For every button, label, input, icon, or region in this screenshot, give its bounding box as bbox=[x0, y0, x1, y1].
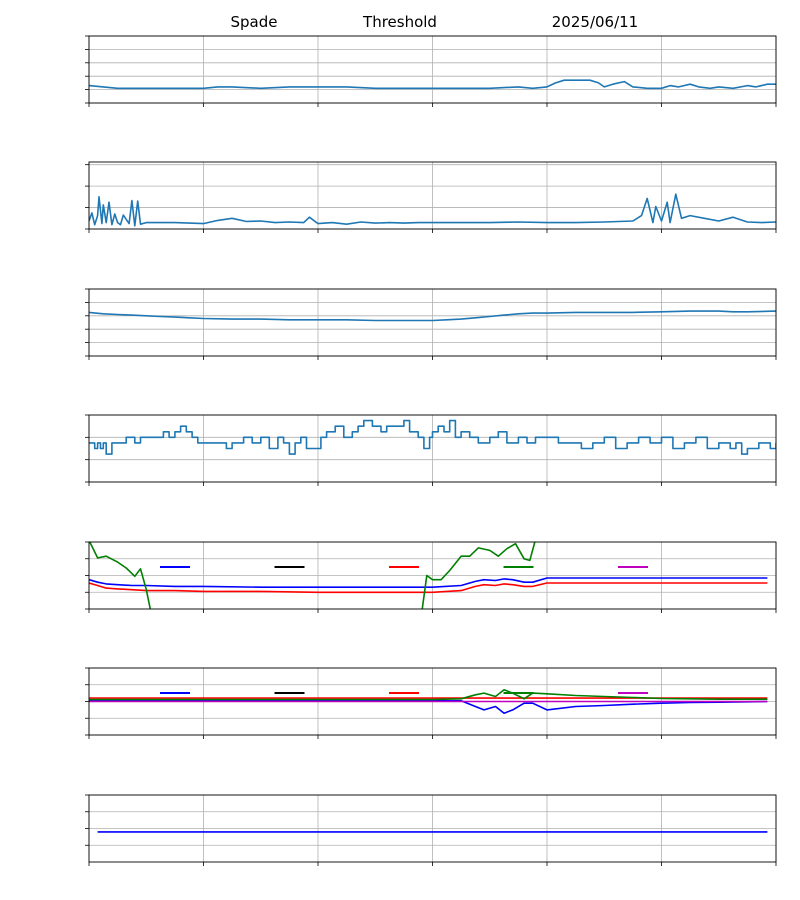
header-station: Spade bbox=[231, 13, 278, 31]
series-line bbox=[89, 193, 776, 227]
series-line-pv1 bbox=[89, 542, 536, 609]
plot-frame bbox=[88, 161, 777, 230]
series-line-load bbox=[89, 582, 768, 594]
series-line bbox=[89, 310, 776, 322]
series-line bbox=[89, 79, 776, 90]
header-date: 2025/06/11 bbox=[552, 13, 638, 31]
plot-frame bbox=[88, 794, 777, 863]
header-mode: Threshold bbox=[362, 13, 437, 31]
plot-frame bbox=[88, 414, 777, 483]
plot-frame bbox=[88, 541, 777, 610]
series-line bbox=[89, 419, 776, 455]
series-line-batt1 bbox=[89, 577, 768, 588]
plot-frame bbox=[88, 667, 777, 736]
plot-frame bbox=[88, 288, 777, 357]
plot-frame bbox=[88, 35, 777, 104]
